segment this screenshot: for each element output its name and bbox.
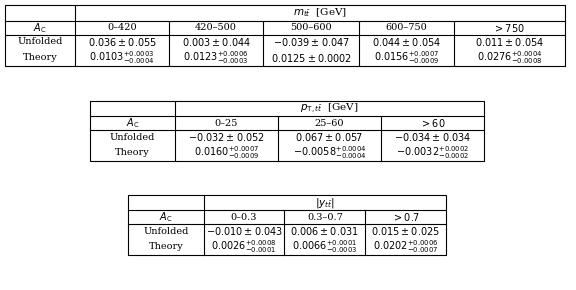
Text: $0.006 \pm 0.031$: $0.006 \pm 0.031$	[290, 225, 359, 237]
Text: 25–60: 25–60	[315, 119, 344, 128]
Text: $|y_{t\bar{t}}|$: $|y_{t\bar{t}}|$	[315, 195, 335, 209]
Text: Theory: Theory	[149, 242, 183, 251]
Text: 0–25: 0–25	[215, 119, 238, 128]
Text: $> 750$: $> 750$	[493, 22, 525, 34]
Text: $A_\mathrm{C}$: $A_\mathrm{C}$	[126, 116, 139, 130]
Text: Unfolded: Unfolded	[17, 37, 63, 46]
Text: $0.0123^{+0.0006}_{-0.0003}$: $0.0123^{+0.0006}_{-0.0003}$	[183, 49, 249, 66]
Text: 0–420: 0–420	[107, 23, 137, 32]
Text: $0.044 \pm 0.054$: $0.044 \pm 0.054$	[372, 36, 441, 48]
Text: 0.3–0.7: 0.3–0.7	[307, 213, 343, 222]
Text: $0.0026^{+0.0008}_{-0.0001}$: $0.0026^{+0.0008}_{-0.0001}$	[211, 238, 276, 255]
Text: $0.0125 \pm 0.0002$: $0.0125 \pm 0.0002$	[271, 52, 352, 64]
Text: $0.011 \pm 0.054$: $0.011 \pm 0.054$	[475, 36, 544, 48]
Text: $0.067 \pm 0.057$: $0.067 \pm 0.057$	[295, 131, 363, 143]
Text: Unfolded: Unfolded	[109, 133, 155, 142]
Text: $> 60$: $> 60$	[420, 117, 445, 129]
Bar	[128, 195, 446, 255]
Text: $A_\mathrm{C}$: $A_\mathrm{C}$	[159, 210, 173, 224]
Text: Theory: Theory	[115, 148, 150, 157]
Text: 600–750: 600–750	[386, 23, 427, 32]
Text: $0.015 \pm 0.025$: $0.015 \pm 0.025$	[371, 225, 440, 237]
Text: Theory: Theory	[22, 53, 58, 62]
Text: $0.0160^{+0.0007}_{-0.0009}$: $0.0160^{+0.0007}_{-0.0009}$	[194, 144, 259, 161]
Text: $-0.010 \pm 0.043$: $-0.010 \pm 0.043$	[206, 225, 283, 237]
Text: $-0.0058^{+0.0004}_{-0.0004}$: $-0.0058^{+0.0004}_{-0.0004}$	[293, 144, 366, 161]
Text: 0–0.3: 0–0.3	[231, 213, 257, 222]
Bar	[90, 101, 484, 161]
Bar	[5, 5, 565, 66]
Text: $> 0.7$: $> 0.7$	[392, 211, 419, 223]
Text: $0.036 \pm 0.055$: $0.036 \pm 0.055$	[88, 36, 157, 48]
Text: $0.0156^{+0.0007}_{-0.0009}$: $0.0156^{+0.0007}_{-0.0009}$	[374, 49, 439, 66]
Text: $p_{\mathrm{T},t\bar{t}}$  [GeV]: $p_{\mathrm{T},t\bar{t}}$ [GeV]	[300, 102, 359, 115]
Text: Unfolded: Unfolded	[143, 226, 188, 235]
Text: 420–500: 420–500	[195, 23, 237, 32]
Text: $0.0202^{+0.0006}_{-0.0007}$: $0.0202^{+0.0006}_{-0.0007}$	[373, 238, 438, 255]
Text: $0.0276^{+0.0004}_{-0.0008}$: $0.0276^{+0.0004}_{-0.0008}$	[476, 49, 542, 66]
Text: 500–600: 500–600	[290, 23, 332, 32]
Text: $-0.032 \pm 0.052$: $-0.032 \pm 0.052$	[188, 131, 265, 143]
Text: $0.0066^{+0.0001}_{-0.0003}$: $0.0066^{+0.0001}_{-0.0003}$	[292, 238, 358, 255]
Text: $-0.034 \pm 0.034$: $-0.034 \pm 0.034$	[394, 131, 471, 143]
Text: $0.0103^{+0.0003}_{-0.0004}$: $0.0103^{+0.0003}_{-0.0004}$	[89, 49, 155, 66]
Text: $A_\mathrm{C}$: $A_\mathrm{C}$	[33, 21, 47, 35]
Text: $-0.0032^{+0.0002}_{-0.0002}$: $-0.0032^{+0.0002}_{-0.0002}$	[396, 144, 469, 161]
Text: $0.003 \pm 0.044$: $0.003 \pm 0.044$	[181, 36, 251, 48]
Text: $m_{t\bar{t}}$  [GeV]: $m_{t\bar{t}}$ [GeV]	[293, 7, 347, 19]
Text: $-0.039 \pm 0.047$: $-0.039 \pm 0.047$	[273, 36, 350, 48]
